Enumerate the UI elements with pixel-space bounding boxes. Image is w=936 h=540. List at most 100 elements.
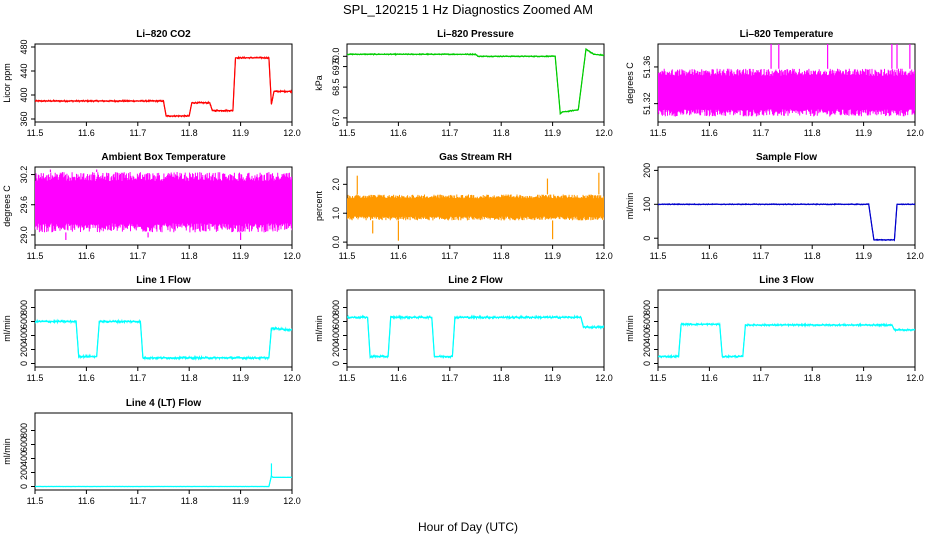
panel-8: Line 2 Flow ml/min 11.5 11.6 11.7 11.8 11.9 12.… (314, 275, 613, 383)
series-line (658, 322, 915, 359)
series-line (658, 68, 915, 117)
y-tick-label: 0.0 (331, 236, 341, 249)
series-group (658, 322, 915, 359)
series-group (35, 463, 292, 488)
x-tick-label: 11.6 (390, 128, 407, 138)
y-tick-label: 600 (331, 314, 341, 329)
y-tick-label: 200 (331, 342, 341, 357)
y-tick-label: 400 (19, 451, 29, 466)
y-tick-label: 0 (19, 361, 29, 366)
panel-title: Line 2 Flow (448, 275, 503, 286)
plot-frame (346, 43, 605, 123)
y-axis-label: degrees C (2, 185, 12, 227)
y-axis-label: ml/min (625, 193, 635, 220)
x-tick-label: 11.6 (390, 251, 407, 261)
x-tick-label: 11.7 (441, 128, 458, 138)
x-tick-label: 12.0 (595, 373, 613, 383)
series-step-line (35, 320, 292, 359)
series-line (347, 47, 604, 115)
panel-7: Line 1 Flow ml/min 11.5 11.6 11.7 11.8 11.9 12.… (2, 275, 301, 383)
x-tick-label: 11.9 (544, 128, 561, 138)
x-tick-label: 11.8 (493, 251, 510, 261)
y-tick-label: 800 (19, 423, 29, 438)
x-tick-label: 11.7 (441, 373, 458, 383)
y-axis-label: degrees C (625, 62, 635, 104)
panel-title: Gas Stream RH (439, 152, 512, 163)
y-tick-label: 2.0 (331, 178, 341, 191)
y-axis-label: ml/min (625, 315, 635, 342)
panels-group: Li–820 CO2 Licor ppm 11.5 11.6 11.7 11.8 11.9 1… (2, 29, 924, 506)
x-tick-label: 11.8 (804, 128, 821, 138)
series-group (347, 314, 604, 359)
panel-title: Sample Flow (756, 152, 817, 163)
x-tick-label: 12.0 (283, 496, 301, 506)
x-tick-label: 11.9 (855, 128, 872, 138)
x-tick-label: 11.5 (339, 373, 356, 383)
series-group (35, 55, 292, 118)
x-tick-label: 11.6 (78, 251, 95, 261)
x-tick-label: 11.9 (232, 373, 249, 383)
y-tick-label: 51.32 (642, 92, 652, 115)
x-tick-label: 11.8 (493, 128, 510, 138)
plot-frame (657, 289, 916, 368)
y-tick-label: 29.6 (19, 196, 29, 214)
series-line (347, 194, 604, 221)
x-tick-label: 11.5 (650, 251, 667, 261)
y-axis-label: ml/min (2, 315, 12, 342)
panel-title: Line 3 Flow (759, 275, 814, 286)
x-tick-label: 11.6 (701, 251, 718, 261)
panel-2: Li–820 Pressure kPa 11.5 11.6 11.7 11.8 11.9 12… (314, 29, 613, 138)
y-tick-label: 400 (19, 87, 29, 102)
panel-title: Ambient Box Temperature (101, 152, 226, 163)
y-tick-label: 400 (642, 328, 652, 343)
y-tick-label: 360 (19, 111, 29, 126)
y-tick-label: 600 (642, 314, 652, 329)
x-tick-label: 11.8 (181, 128, 198, 138)
x-tick-label: 11.7 (752, 128, 769, 138)
series-line (35, 171, 292, 233)
x-tick-label: 11.9 (544, 373, 561, 383)
y-axis-label: percent (314, 190, 324, 221)
x-tick-label: 11.7 (129, 128, 146, 138)
plot-frame (657, 166, 916, 246)
y-tick-label: 30.2 (19, 166, 29, 184)
figure-xlabel: Hour of Day (UTC) (418, 520, 518, 534)
series-line (35, 474, 292, 488)
series-group (35, 318, 292, 361)
x-tick-label: 12.0 (906, 251, 924, 261)
panel-title: Li–820 Temperature (740, 29, 834, 40)
y-axis-label: ml/min (314, 315, 324, 342)
panel-1: Li–820 CO2 Licor ppm 11.5 11.6 11.7 11.8 11.9 1… (2, 29, 301, 138)
x-tick-label: 12.0 (595, 128, 613, 138)
x-tick-label: 12.0 (283, 373, 301, 383)
y-tick-label: 51.36 (642, 56, 652, 79)
panel-9: Line 3 Flow ml/min 11.5 11.6 11.7 11.8 11.9 12.… (625, 275, 924, 383)
x-tick-label: 12.0 (283, 251, 301, 261)
y-tick-label: 0 (642, 361, 652, 366)
y-tick-label: 0 (642, 236, 652, 241)
series-line (35, 55, 292, 118)
y-tick-label: 200 (19, 342, 29, 357)
x-tick-label: 11.6 (701, 128, 718, 138)
y-tick-label: 70.0 (331, 48, 341, 66)
y-tick-label: 1.0 (331, 207, 341, 220)
x-tick-label: 11.6 (78, 373, 95, 383)
panel-3: Li–820 Temperature degrees C 11.5 11.6 11.7 1… (625, 29, 924, 138)
x-tick-label: 11.9 (855, 251, 872, 261)
y-axis-label: ml/min (2, 438, 12, 465)
y-tick-label: 400 (331, 328, 341, 343)
x-tick-label: 11.6 (701, 373, 718, 383)
series-group (658, 202, 915, 242)
x-tick-label: 12.0 (906, 373, 924, 383)
y-tick-label: 400 (19, 328, 29, 343)
series-line (35, 318, 292, 361)
x-tick-label: 11.6 (78, 128, 95, 138)
plot-frame (34, 43, 293, 123)
x-tick-label: 11.8 (804, 251, 821, 261)
x-tick-label: 11.5 (339, 128, 356, 138)
plot-frame (34, 289, 293, 368)
series-line (347, 314, 604, 359)
x-tick-label: 11.9 (232, 128, 249, 138)
series-group (35, 169, 292, 240)
